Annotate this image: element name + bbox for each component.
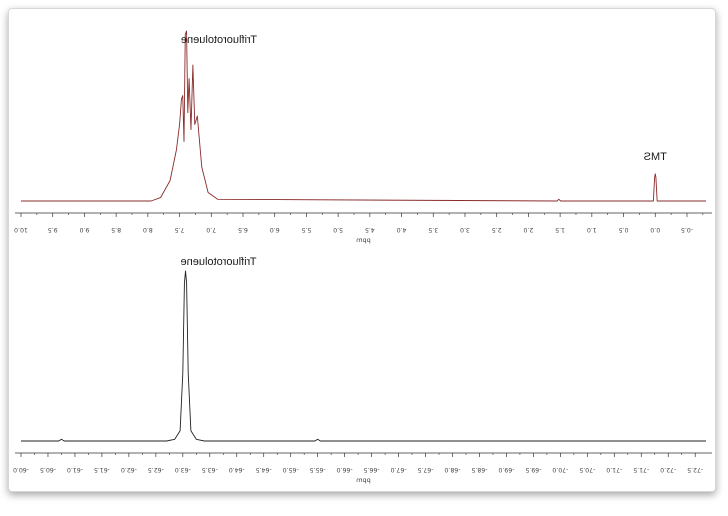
x-tick-label: 3.5 <box>428 226 438 233</box>
x-tick-label: 8.0 <box>143 226 153 233</box>
x-tick-label: -69.5 <box>525 466 541 473</box>
x-tick-label: -60.0 <box>13 466 29 473</box>
x-tick-label: -64.5 <box>256 466 272 473</box>
x-tick-label: -63.0 <box>175 466 191 473</box>
x-tick-label: 6.5 <box>238 226 248 233</box>
x-tick-label: -67.0 <box>390 466 406 473</box>
peak-annotation: Trifluorotoluene <box>181 34 257 46</box>
x-tick-label: -68.5 <box>471 466 487 473</box>
peak-annotation: Trifluorotoluene <box>181 256 257 268</box>
x-tick-label: 7.0 <box>206 226 216 233</box>
x-tick-label: -70.5 <box>579 466 595 473</box>
x-tick-label: -67.5 <box>417 466 433 473</box>
x-tick-label: 9.0 <box>79 226 89 233</box>
x-tick-label: -66.0 <box>337 466 353 473</box>
spectrum-line-1 <box>21 30 706 202</box>
x-tick-label: -61.5 <box>94 466 110 473</box>
x-tick-label: 9.5 <box>48 226 58 233</box>
nmr-spectra-chart: 10.0 9.5 9.0 8.5 8.0 7.5 7.0 6.5 6.0 5.5 5.0 4.5 4.0… <box>13 30 712 484</box>
x-axis-unit-label: ppm <box>356 476 371 484</box>
x-tick-label: -66.5 <box>364 466 380 473</box>
x-tick-label: 1.5 <box>555 226 565 233</box>
x-tick-label: -71.0 <box>606 466 622 473</box>
x-tick-label: -68.0 <box>444 466 460 473</box>
x-tick-label: 4.5 <box>365 226 375 233</box>
peak-annotation: TMS <box>644 151 667 163</box>
x-tick-label: 5.0 <box>333 226 343 233</box>
x-tick-label: -64.0 <box>229 466 245 473</box>
x-tick-label: 7.5 <box>175 226 185 233</box>
x-tick-label: 3.0 <box>460 226 470 233</box>
x-tick-label: -72.0 <box>660 466 676 473</box>
spectrum-panel-1: 10.0 9.5 9.0 8.5 8.0 7.5 7.0 6.5 6.0 5.5 5.0 4.5 4.0… <box>14 30 712 244</box>
x-tick-label: 8.5 <box>111 226 121 233</box>
x-tick-label: -0.5 <box>681 226 693 233</box>
x-tick-label: 2.5 <box>492 226 502 233</box>
x-tick-label: -61.0 <box>67 466 83 473</box>
x-tick-label: -60.5 <box>40 466 56 473</box>
x-tick-label: 5.5 <box>301 226 311 233</box>
x-axis-unit-label: ppm <box>356 236 371 244</box>
x-tick-label: -62.5 <box>148 466 164 473</box>
spectrum-line-2 <box>21 270 706 442</box>
x-tick-label: -65.0 <box>283 466 299 473</box>
x-tick-label: 1.0 <box>587 226 597 233</box>
x-tick-label: -69.0 <box>498 466 514 473</box>
spectra-figure: 10.0 9.5 9.0 8.5 8.0 7.5 7.0 6.5 6.0 5.5 5.0 4.5 4.0… <box>8 8 716 492</box>
x-tick-label: 2.0 <box>523 226 533 233</box>
x-tick-label: 6.0 <box>270 226 280 233</box>
x-tick-label: -63.5 <box>202 466 218 473</box>
x-tick-label: -70.0 <box>552 466 568 473</box>
x-tick-label: -72.5 <box>687 466 703 473</box>
x-tick-label: -62.0 <box>121 466 137 473</box>
x-tick-label: 10.0 <box>14 226 28 233</box>
x-tick-label: 0.0 <box>650 226 660 233</box>
x-tick-label: 0.5 <box>619 226 629 233</box>
x-tick-label: -71.5 <box>633 466 649 473</box>
x-tick-label: 4.0 <box>397 226 407 233</box>
spectrum-panel-2: -60.0 -60.5 -61.0 -61.5 -62.0 -62.5 -63.0 -63.5… <box>13 256 712 484</box>
x-tick-label: -65.5 <box>310 466 326 473</box>
